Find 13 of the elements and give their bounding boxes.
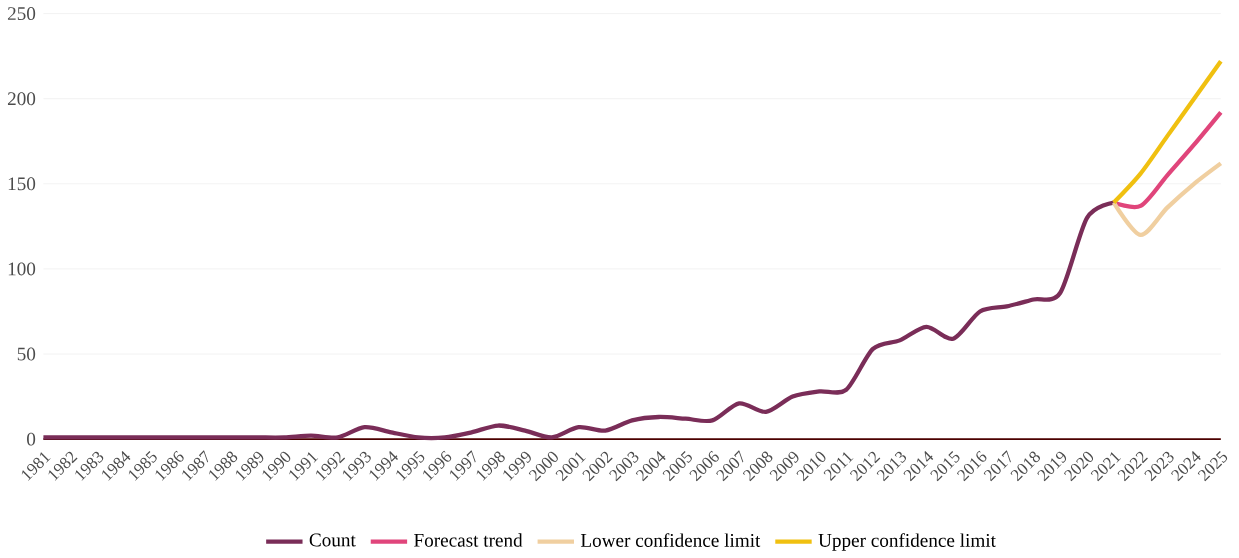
line-series <box>1111 161 1223 237</box>
legend-label: Lower confidence limit <box>580 532 761 547</box>
y-tick-label: 0 <box>27 432 36 446</box>
y-tick-label: 100 <box>8 262 36 276</box>
y-tick-label: 250 <box>7 6 36 20</box>
y-tick-label: 50 <box>17 347 36 361</box>
legend-label: Upper confidence limit <box>818 532 996 551</box>
line-series <box>41 200 1116 440</box>
y-tick-label: 200 <box>7 92 36 105</box>
legend-label: Count <box>309 533 356 547</box>
line-series <box>1111 58 1223 205</box>
y-tick-label: 150 <box>8 177 36 191</box>
legend-label: Forecast trend <box>414 533 523 547</box>
